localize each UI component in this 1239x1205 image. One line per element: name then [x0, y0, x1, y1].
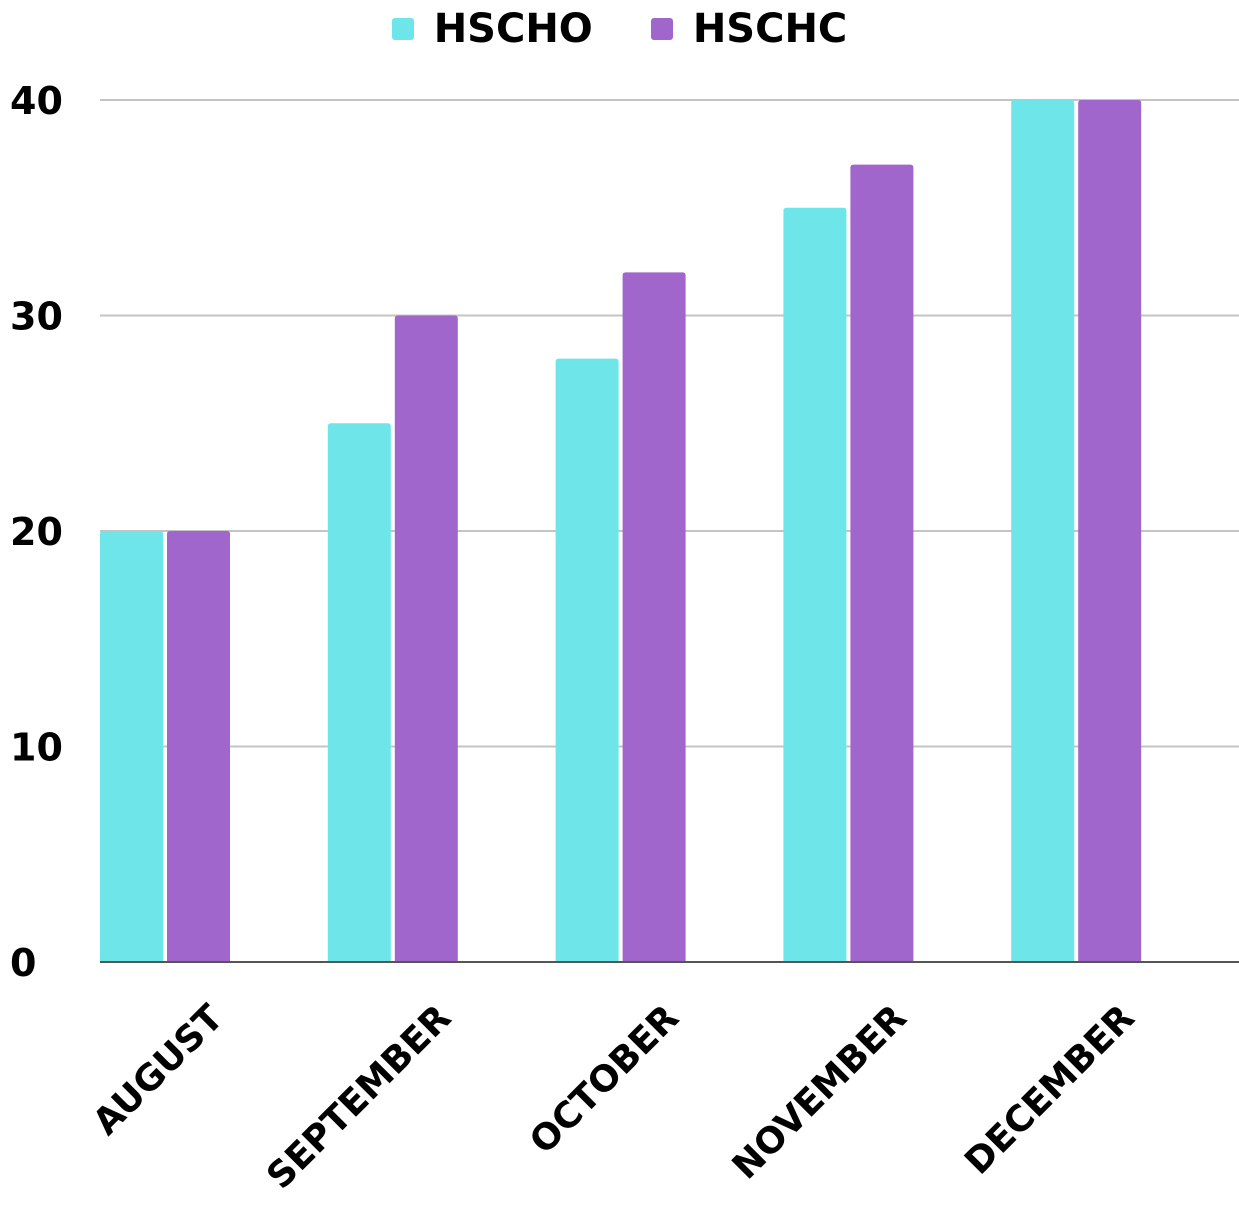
bar-hscho-september: [327, 423, 391, 962]
legend-label-hschc: HSCHC: [692, 6, 848, 52]
bar-hschc-december: [1078, 100, 1142, 962]
bar-hscho-october: [555, 358, 619, 963]
legend-swatch-hschc: [650, 18, 673, 40]
bar-hscho-november: [783, 207, 847, 962]
bar-hscho-august: [100, 531, 163, 962]
x-tick-label-september: SEPTEMBER: [259, 997, 459, 1197]
x-tick-label-august: AUGUST: [86, 997, 232, 1143]
x-tick-label-november: NOVEMBER: [725, 997, 915, 1187]
legend-label-hscho: HSCHO: [433, 6, 593, 52]
legend-item-hscho: HSCHO: [391, 6, 593, 52]
y-tick-label-20: 20: [10, 510, 63, 554]
bar-hschc-august: [167, 531, 230, 962]
legend-item-hschc: HSCHC: [650, 6, 848, 52]
bar-hschc-november: [850, 164, 914, 962]
y-tick-label-40: 40: [10, 79, 63, 123]
y-tick-label-10: 10: [10, 726, 63, 770]
bar-hscho-december: [1011, 100, 1075, 962]
bar-hschc-october: [622, 272, 686, 962]
bar-hschc-september: [394, 315, 458, 962]
x-tick-label-december: DECEMBER: [957, 997, 1142, 1182]
legend-swatch-hscho: [391, 18, 414, 40]
y-tick-label-30: 30: [10, 295, 63, 339]
chart-legend: HSCHO HSCHC: [0, 6, 1239, 52]
x-tick-label-october: OCTOBER: [522, 997, 687, 1162]
y-tick-label-0: 0: [10, 941, 36, 985]
